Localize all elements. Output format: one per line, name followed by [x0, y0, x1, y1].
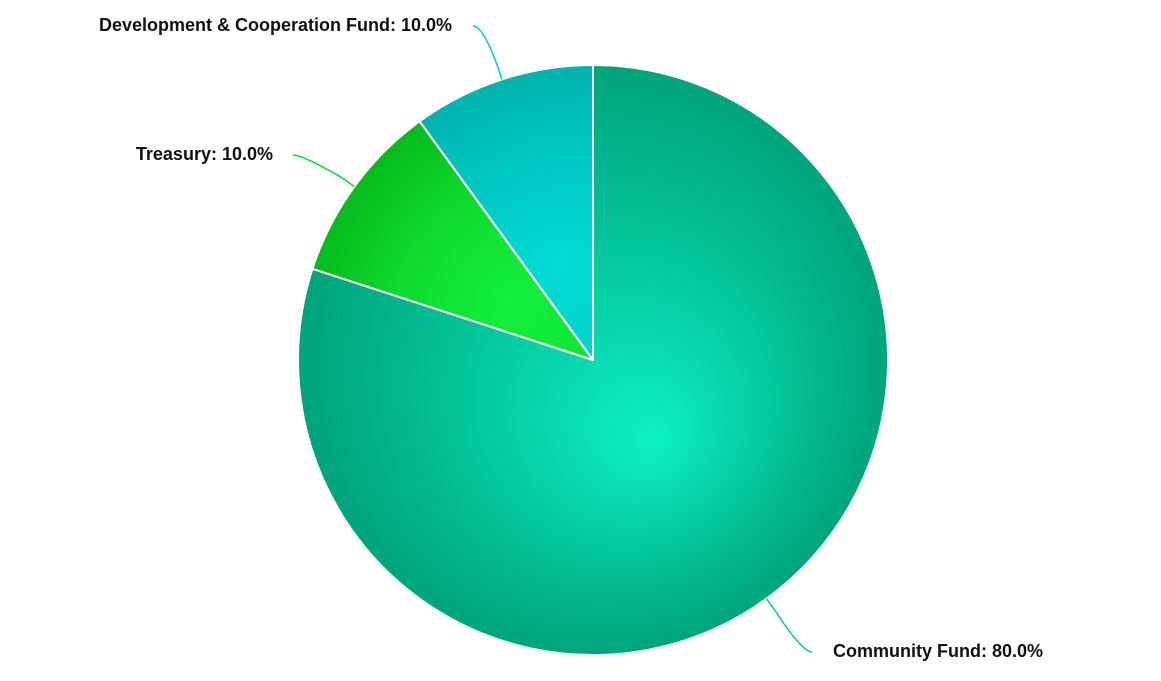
leader-lines	[292, 25, 813, 653]
slice-label: Development & Cooperation Fund: 10.0%	[99, 15, 452, 35]
slice-label: Treasury: 10.0%	[136, 144, 273, 164]
pie-slice-development-cooperation-fund[interactable]	[418, 64, 594, 361]
leader-line	[472, 25, 503, 80]
slice-label: Community Fund: 80.0%	[833, 641, 1043, 661]
leader-line	[765, 598, 813, 653]
slice-labels: Community Fund: 80.0% Treasury: 10.0% Deve…	[99, 15, 1043, 661]
pie-slices	[297, 64, 889, 656]
pie-slice-treasury[interactable]	[311, 120, 594, 361]
leader-line	[292, 154, 355, 188]
